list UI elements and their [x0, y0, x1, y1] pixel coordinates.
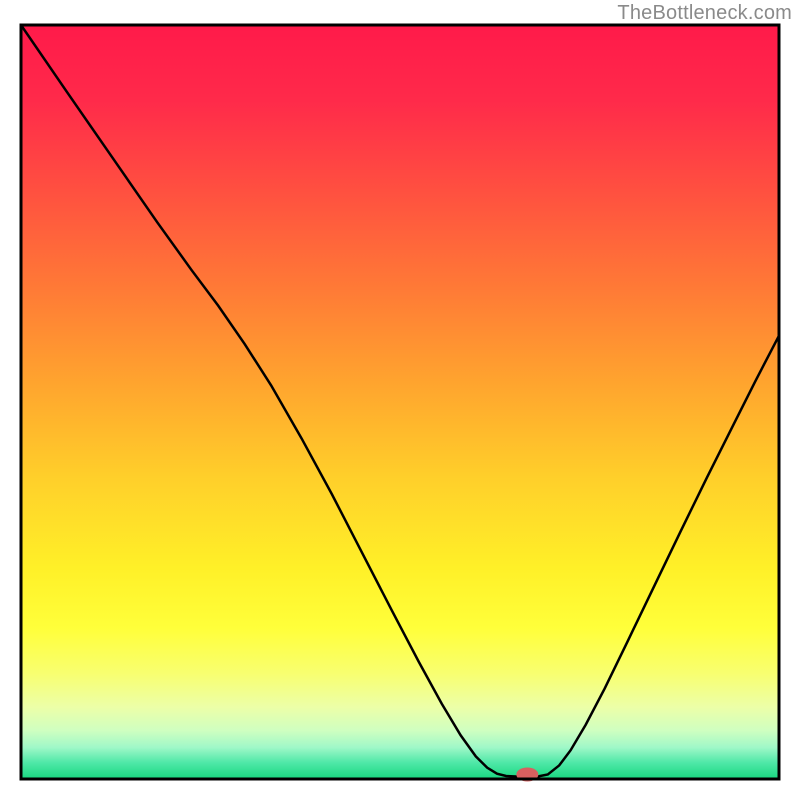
chart-container: TheBottleneck.com: [0, 0, 800, 800]
gradient-background: [21, 25, 779, 779]
watermark-text: TheBottleneck.com: [617, 2, 792, 25]
plot-area: [21, 25, 779, 781]
bottleneck-chart: [0, 0, 800, 800]
